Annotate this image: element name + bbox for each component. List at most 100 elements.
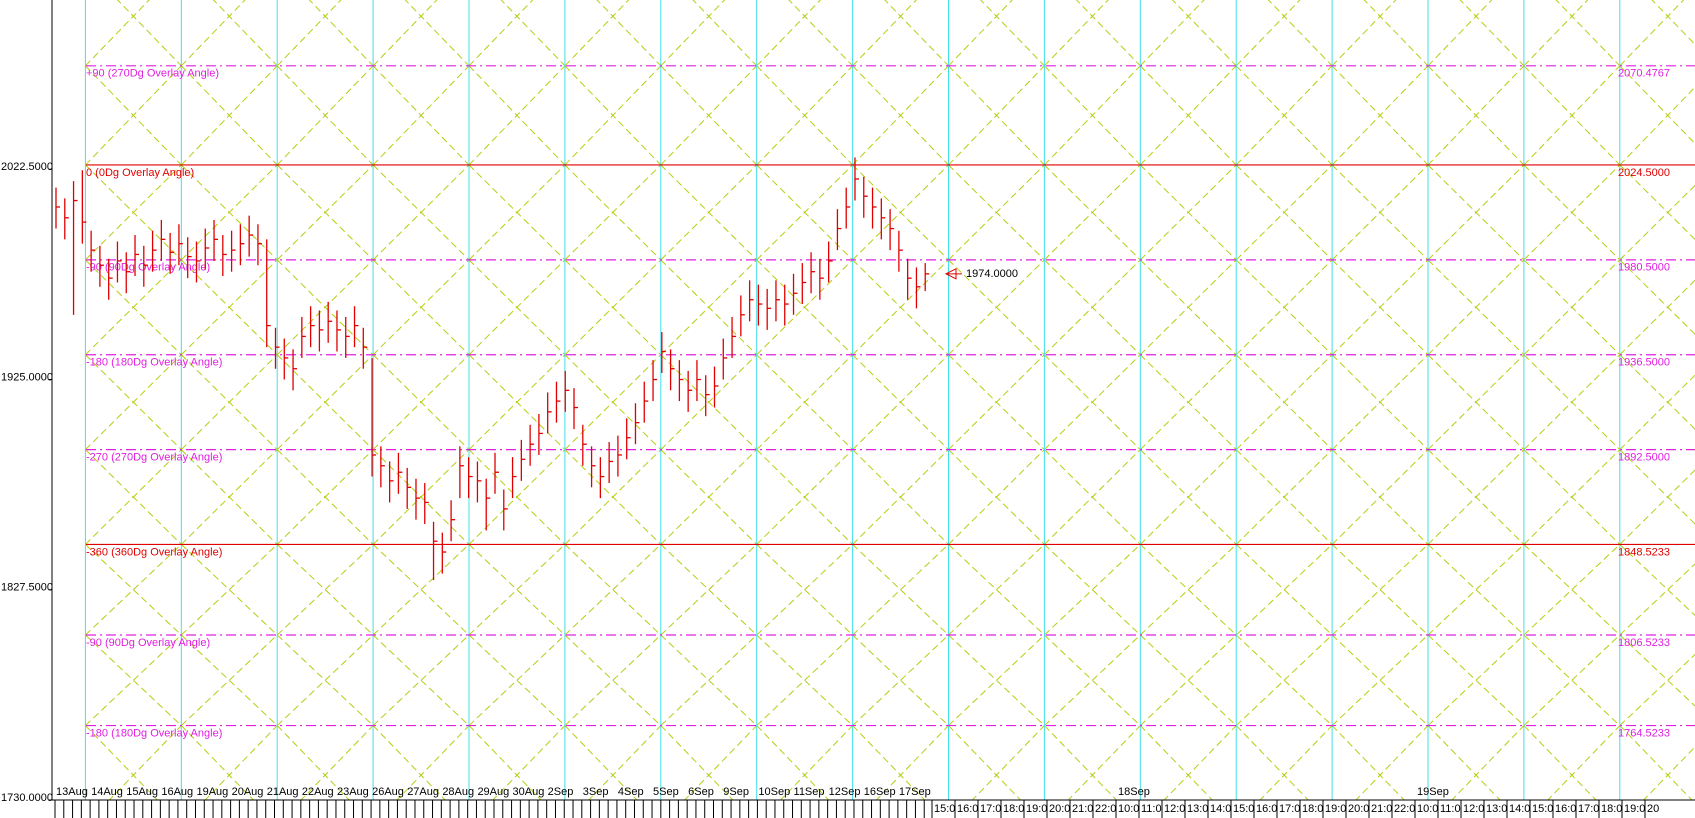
hour-label: 16:0: [1555, 803, 1576, 815]
x-tick-label: 30Aug: [513, 786, 545, 798]
lattice-line: [1044, 65, 1141, 166]
hour-label: 18:0: [1302, 803, 1323, 815]
lattice-line: [1619, 0, 1685, 67]
lattice-line: [660, 354, 758, 450]
lattice-line: [85, 259, 182, 356]
x-tick-label: 23Aug: [337, 786, 369, 798]
lattice-line: [564, 259, 662, 356]
level-value-label: 2024.5000: [1618, 167, 1670, 179]
last-price-label: 1974.0000: [966, 268, 1018, 280]
lattice-line: [852, 259, 949, 356]
lattice-line: [1139, 65, 1237, 166]
lattice-line: [276, 449, 374, 545]
lattice-line: [948, 65, 1045, 166]
hour-label: 12:0: [1463, 803, 1484, 815]
x-tick-label: 3Sep: [583, 786, 609, 798]
hour-label: 22:0: [1394, 803, 1415, 815]
lattice-line: [468, 354, 566, 450]
lattice-line: [660, 65, 758, 166]
lattice-line: [756, 354, 853, 450]
lattice-line: [1139, 354, 1237, 450]
lattice-line: [660, 0, 726, 67]
lattice-line: [1331, 164, 1429, 261]
lattice-line: [852, 354, 949, 450]
y-tick-label: 1827.5000: [1, 582, 53, 594]
lattice-line: [1044, 259, 1141, 356]
lattice-line: [1619, 86, 1695, 166]
lattice-line: [1139, 0, 1205, 67]
hour-label: 15:0: [1233, 803, 1254, 815]
lattice-line: [756, 164, 853, 261]
hour-label: 14:0: [1509, 803, 1530, 815]
x-tick-label: 13Aug: [56, 786, 88, 798]
lattice-line: [660, 259, 758, 356]
lattice-line: [756, 65, 853, 166]
lattice-line: [85, 164, 182, 261]
lattice-line: [1139, 259, 1237, 356]
hour-label: 12:0: [1164, 803, 1185, 815]
lattice-line: [1523, 164, 1621, 261]
hour-label: 20:0: [1348, 803, 1369, 815]
hour-label: 16:0: [957, 803, 978, 815]
x-tick-label: 21Aug: [267, 786, 299, 798]
hour-label: 15:0: [934, 803, 955, 815]
lattice-line: [468, 449, 566, 545]
lattice-line: [1619, 469, 1695, 545]
lattice-line: [85, 65, 182, 166]
hour-label: 18:0: [1003, 803, 1024, 815]
y-tick-label: 1730.0000: [1, 792, 53, 804]
lattice-line: [1427, 65, 1525, 166]
x-tick-label: 22Aug: [302, 786, 334, 798]
lattice-line: [1427, 354, 1525, 450]
lattice-line: [1427, 0, 1493, 67]
level-value-label: 1764.5233: [1618, 727, 1670, 739]
level-value-label: 1806.5233: [1618, 637, 1670, 649]
hour-label: 19:0: [1325, 803, 1346, 815]
lattice-line: [1427, 164, 1525, 261]
x-tick-label: 12Sep: [829, 786, 861, 798]
lattice-line: [1044, 449, 1141, 545]
lattice-line: [1235, 354, 1333, 450]
plot: 2022.5000 1925.0000 1827.5000 1730.0000 +90 …: [1, 65, 1695, 818]
level-value-label: 1980.5000: [1618, 262, 1670, 274]
lattice-line: [1331, 449, 1429, 545]
level-label: -90 (90Dg Overlay Angle): [86, 262, 210, 274]
lattice-line: [85, 449, 182, 545]
lattice-line: [564, 354, 662, 450]
hour-label: 15:0: [1532, 803, 1553, 815]
lattice-line: [1235, 259, 1333, 356]
lattice-line: [1619, 279, 1695, 356]
lattice-line: [1523, 0, 1589, 67]
lattice-line: [948, 259, 1045, 356]
x-tick-label: 15Aug: [126, 786, 158, 798]
lattice-line: [180, 259, 278, 356]
lattice-line: [180, 164, 278, 261]
y-tick-label: 2022.5000: [1, 161, 53, 173]
lattice-line: [468, 65, 566, 166]
lattice-line: [372, 259, 470, 356]
hour-label: 20: [1647, 803, 1659, 815]
lattice-line: [468, 259, 566, 356]
lattice-line: [1523, 259, 1621, 356]
x-tick-label: 14Aug: [91, 786, 123, 798]
lattice-line: [180, 0, 246, 67]
lattice-line: [276, 65, 374, 166]
x-tick-label: 16Aug: [161, 786, 193, 798]
level-label: -90 (90Dg Overlay Angle): [86, 637, 210, 649]
x-tick-label: 17Sep: [899, 786, 931, 798]
lattice-line: [85, 0, 150, 67]
future-day-label: 19Sep: [1417, 786, 1449, 798]
lattice-line: [1235, 65, 1333, 166]
lattice-line: [468, 0, 534, 67]
level-value-label: 2070.4767: [1618, 68, 1670, 80]
hour-label: 17:0: [980, 803, 1001, 815]
lattice-line: [1331, 354, 1429, 450]
x-tick-label: 11Sep: [794, 786, 825, 798]
hour-label: 18:0: [1601, 803, 1622, 815]
lattice-line: [468, 164, 566, 261]
hour-label: 11:0: [1141, 803, 1162, 815]
lattice-line: [948, 449, 1045, 545]
lattice-line: [852, 449, 949, 545]
lattice-line: [564, 449, 662, 545]
